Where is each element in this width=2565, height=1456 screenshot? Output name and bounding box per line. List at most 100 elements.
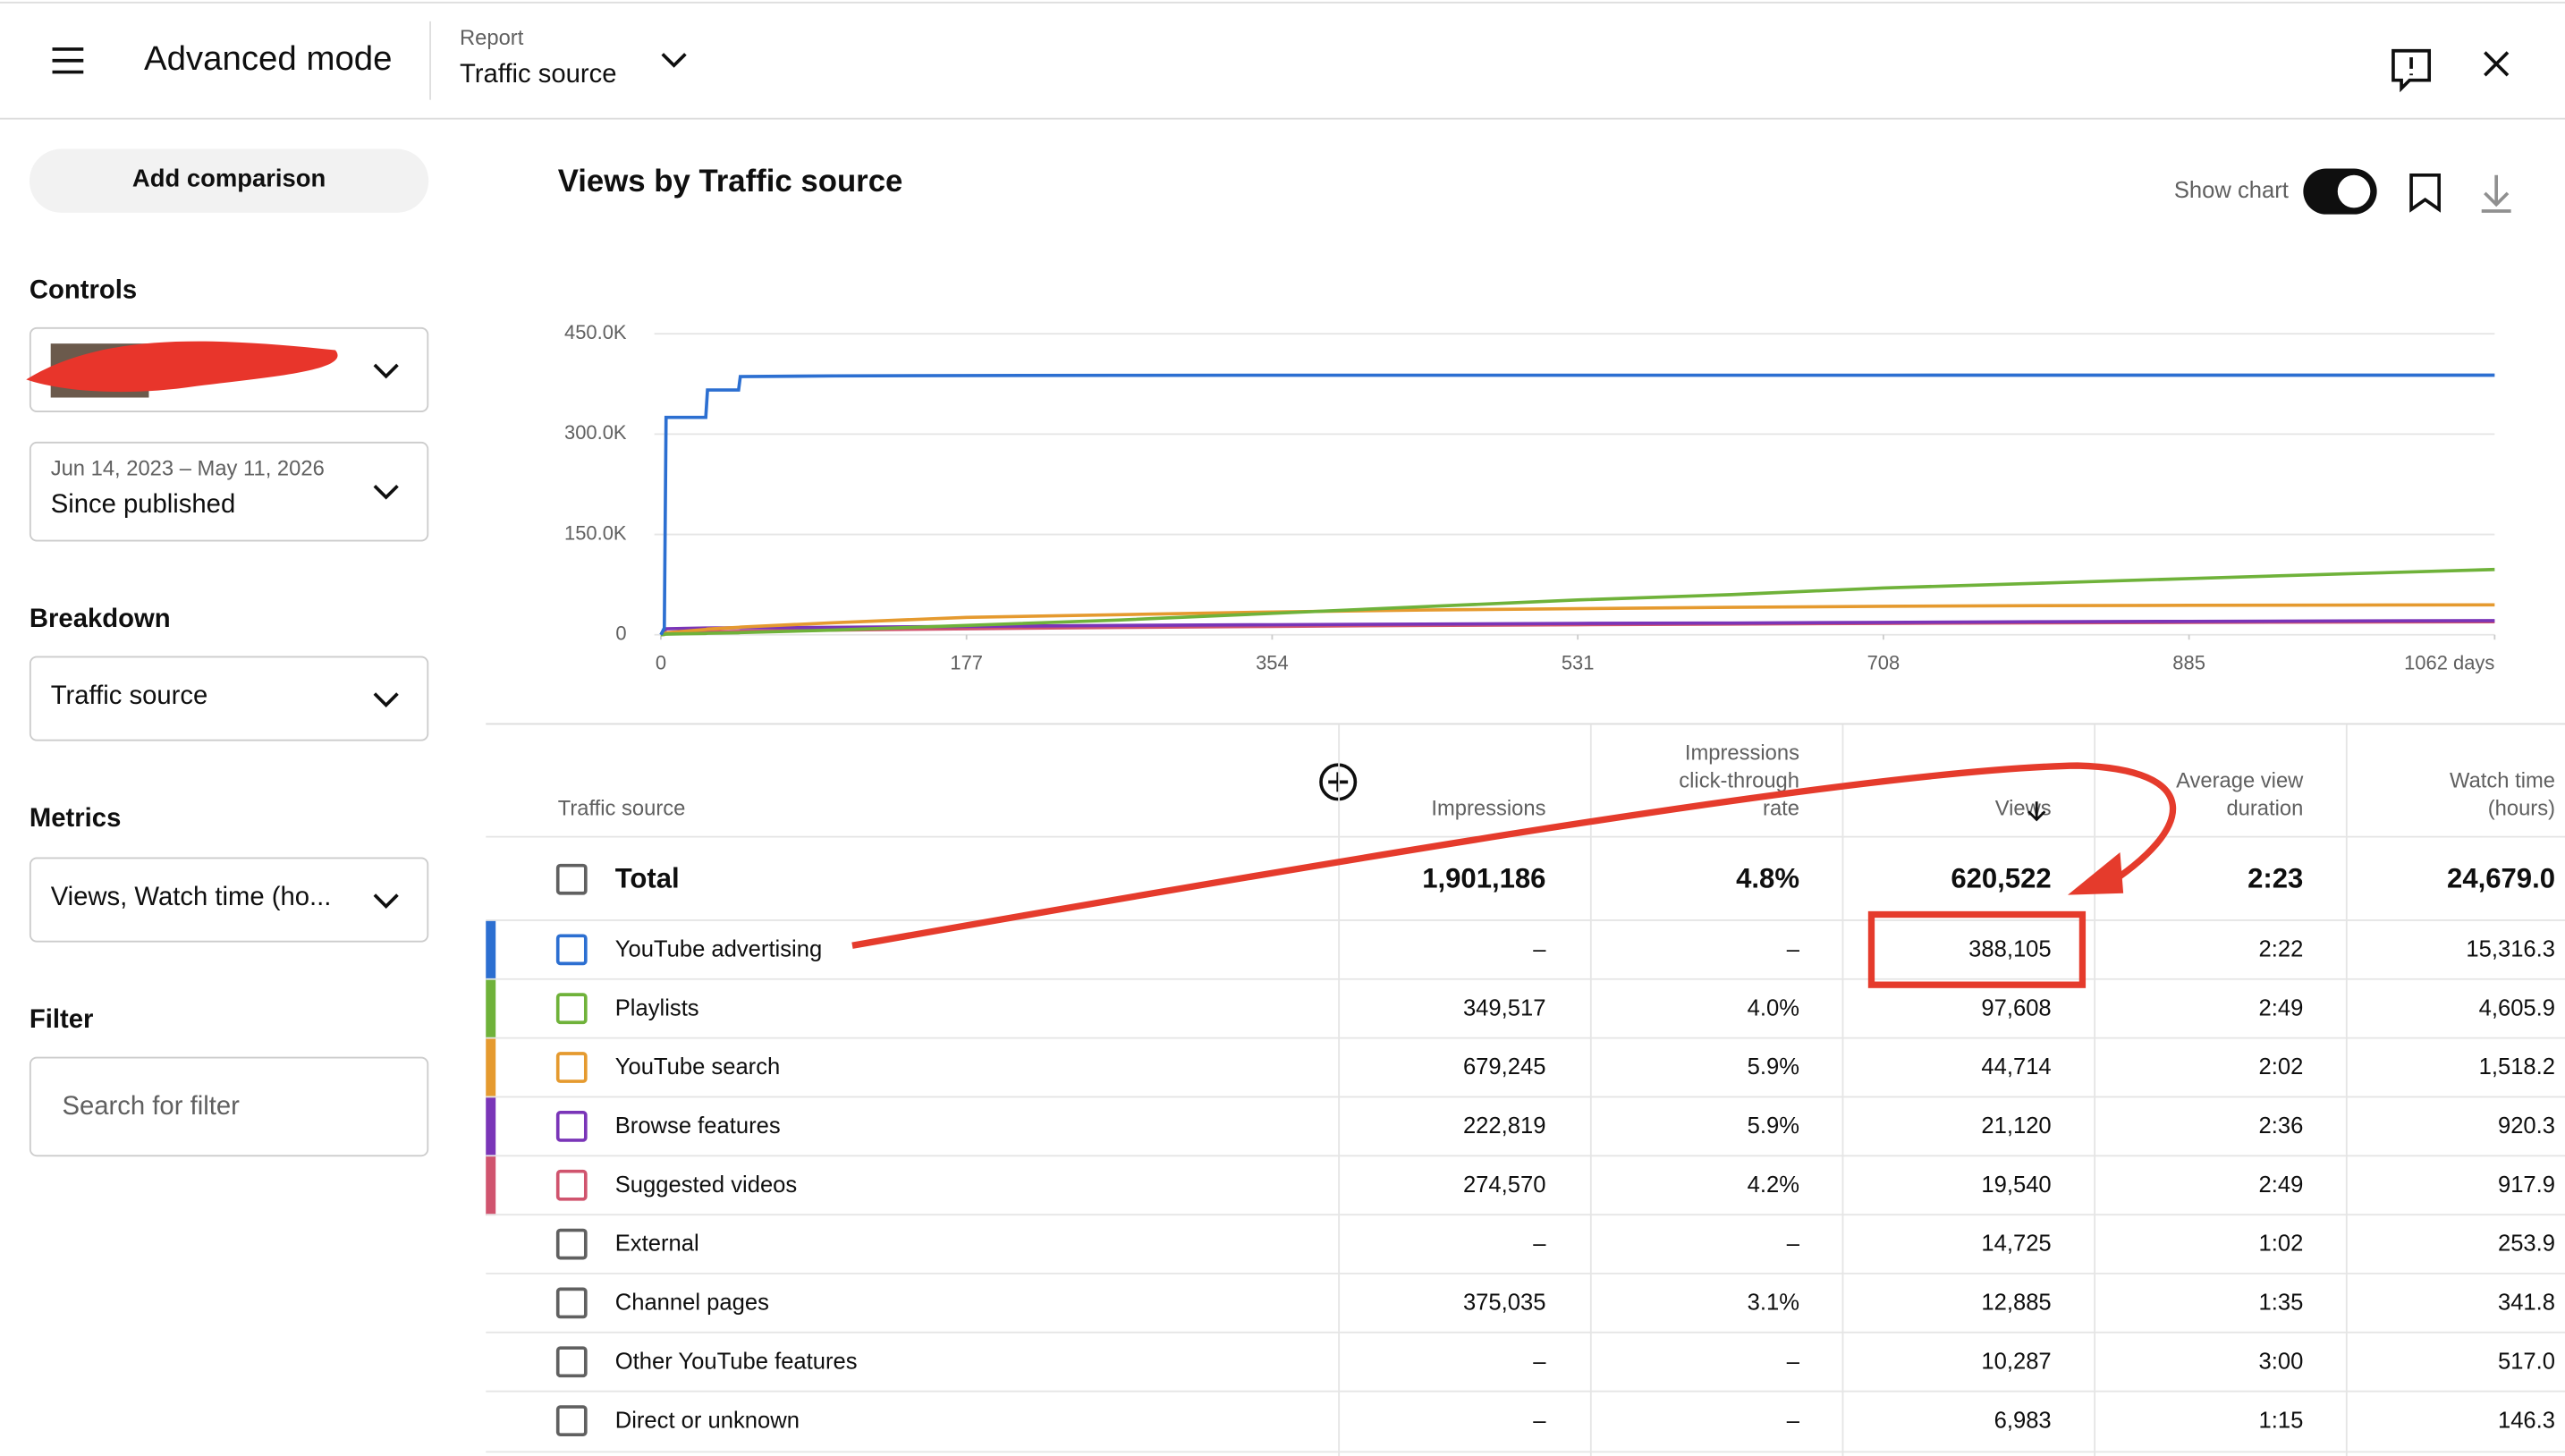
dropdown-icon <box>373 363 399 379</box>
close-button[interactable] <box>2484 51 2510 77</box>
annotation-arrow <box>851 762 2177 949</box>
cell: 222,819 <box>1463 1113 1546 1139</box>
row-checkbox[interactable] <box>555 934 588 966</box>
chart: 0 150.0K 300.0K 450.0K 0 177 354 531 708 885 1062 … <box>564 321 2496 673</box>
cell: 375,035 <box>1463 1291 1546 1316</box>
column-header: Average view <box>2176 769 2304 793</box>
row-checkbox[interactable] <box>555 1169 588 1201</box>
cell: 2:02 <box>2259 1054 2304 1079</box>
show-chart-label: Show chart <box>2174 178 2289 203</box>
row-checkbox[interactable] <box>555 1405 588 1436</box>
cell: – <box>1787 1232 1800 1257</box>
column-header: Impressions <box>1685 741 1799 766</box>
metrics-label: Metrics <box>30 804 121 833</box>
cell: 2:22 <box>2259 937 2304 962</box>
row-label: Channel pages <box>615 1291 769 1316</box>
row-checkbox[interactable] <box>555 1287 588 1319</box>
add-comparison-button[interactable] <box>29 148 429 213</box>
row-checkbox[interactable] <box>555 863 588 895</box>
row-checkbox[interactable] <box>555 1228 588 1260</box>
column-header: Traffic source <box>558 797 686 821</box>
row-color-bar <box>486 1038 496 1098</box>
column-header: Watch time <box>2450 769 2555 793</box>
row-checkbox[interactable] <box>555 1111 588 1142</box>
column-header: (hours) <box>2488 797 2555 821</box>
cell: 253.9 <box>2498 1232 2555 1257</box>
feedback-button[interactable] <box>2391 48 2432 93</box>
column-header: rate <box>1763 797 1799 821</box>
row-label: Browse features <box>615 1113 781 1139</box>
y-tick-label: 450.0K <box>564 321 627 343</box>
cell: – <box>1533 1408 1546 1433</box>
dropdown-icon <box>373 893 399 909</box>
dropdown-icon <box>373 692 399 707</box>
download-button[interactable] <box>2481 174 2511 213</box>
cell: 920.3 <box>2498 1113 2555 1139</box>
filter-label: Filter <box>30 1005 94 1034</box>
column-header: Impressions <box>1431 797 1545 821</box>
cell: 517.0 <box>2498 1349 2555 1374</box>
cell: 146.3 <box>2498 1408 2555 1433</box>
cell: – <box>1533 1349 1546 1374</box>
x-tick-label: 885 <box>2172 651 2205 673</box>
show-chart-toggle[interactable] <box>2303 168 2377 215</box>
report-label: Report <box>460 26 524 50</box>
x-tick-label: 177 <box>950 651 983 673</box>
cell: 2:36 <box>2259 1113 2304 1139</box>
cell: 1:02 <box>2259 1232 2304 1257</box>
cell: – <box>1787 937 1800 962</box>
cell: 2:49 <box>2259 995 2304 1020</box>
row-label: YouTube search <box>615 1054 781 1079</box>
cell: 349,517 <box>1463 995 1546 1020</box>
row-label: Suggested videos <box>615 1172 797 1198</box>
bookmark-button[interactable] <box>2409 173 2441 213</box>
row-color-bar <box>486 979 496 1039</box>
cell: 10,287 <box>1981 1349 2051 1374</box>
add-comparison-label: Add comparison <box>132 165 326 192</box>
breakdown-value: Traffic source <box>51 681 208 710</box>
column-header: Views <box>1995 797 2052 821</box>
x-tick-label: 1062 days <box>2404 651 2494 673</box>
row-color-bar <box>486 1097 496 1157</box>
filter-placeholder: Search for filter <box>63 1092 241 1121</box>
redaction <box>26 341 338 393</box>
cell: 5.9% <box>1748 1113 1799 1139</box>
report-dropdown[interactable] <box>661 53 687 68</box>
menu-button[interactable] <box>52 47 84 74</box>
date-range: Jun 14, 2023 – May 11, 2026 <box>51 456 325 480</box>
date-select[interactable] <box>29 441 429 542</box>
row-label: Direct or unknown <box>615 1408 800 1433</box>
cell: 1:15 <box>2259 1408 2304 1433</box>
cell: 620,522 <box>1951 862 2051 893</box>
table: Traffic source Impressions Impressions clic… <box>486 724 2565 1456</box>
cell: 6,983 <box>1994 1408 2052 1433</box>
row-checkbox[interactable] <box>555 1052 588 1083</box>
cell: 97,608 <box>1981 995 2051 1020</box>
x-tick-label: 531 <box>1562 651 1595 673</box>
row-checkbox[interactable] <box>555 1346 588 1378</box>
metrics-select[interactable] <box>29 857 429 943</box>
breakdown-label: Breakdown <box>30 605 171 633</box>
column-header: duration <box>2226 797 2303 821</box>
series-line <box>660 603 2495 637</box>
column-header: click-through <box>1679 769 1799 793</box>
cell: 1:35 <box>2259 1291 2304 1316</box>
cell: 5.9% <box>1748 1054 1799 1079</box>
row-label: Total <box>615 862 680 893</box>
cell: 19,540 <box>1981 1172 2051 1198</box>
date-preset: Since published <box>51 490 236 519</box>
chart-title: Views by Traffic source <box>558 165 903 199</box>
cell: 341.8 <box>2498 1291 2555 1316</box>
cell: 2:49 <box>2259 1172 2304 1198</box>
cell: 917.9 <box>2498 1172 2555 1198</box>
cell: 679,245 <box>1463 1054 1546 1079</box>
row-checkbox[interactable] <box>555 993 588 1025</box>
breakdown-select[interactable] <box>29 656 429 741</box>
filter-input[interactable] <box>29 1056 429 1157</box>
highlight-box <box>1867 910 2087 988</box>
row-label: External <box>615 1232 699 1257</box>
cell: 2:23 <box>2248 862 2303 893</box>
cell: 4,605.9 <box>2479 995 2555 1020</box>
cell: 15,316.3 <box>2466 937 2555 962</box>
